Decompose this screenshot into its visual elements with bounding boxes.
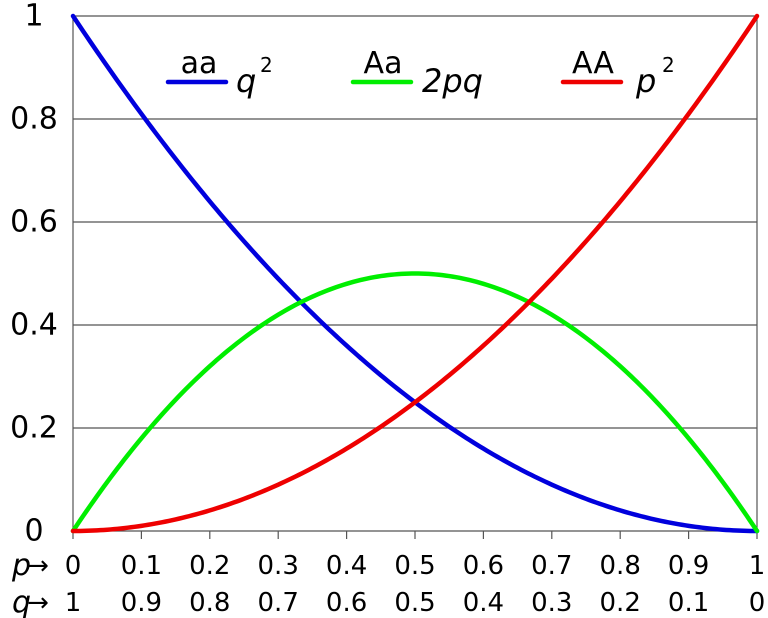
x-tick-label: 0 <box>749 588 766 618</box>
x-row-arrow: → <box>27 551 49 581</box>
legend-expression-Aa: 2pq <box>422 62 483 100</box>
x-tick-label: 0.8 <box>600 551 641 581</box>
y-tick-label: 0.4 <box>10 308 58 343</box>
series-lines <box>70 13 760 534</box>
x-tick-label: 0 <box>65 551 82 581</box>
x-row-label-q: q <box>12 586 31 618</box>
legend-genotype-Aa: Aa <box>364 46 403 81</box>
x-row-label-p: p <box>11 549 31 584</box>
grid-lines <box>73 15 757 532</box>
y-tick-labels: 0 0.2 0.4 0.6 0.8 1 <box>10 0 58 549</box>
x-tick-label: 0.4 <box>326 551 367 581</box>
x-row-arrow: → <box>27 588 49 618</box>
legend-expression-AA: p <box>635 62 656 100</box>
y-tick-label: 0.6 <box>10 205 58 240</box>
x-tick-label: 0.4 <box>463 588 504 618</box>
x-tick-label: 0.3 <box>531 588 572 618</box>
x-tick-label: 0.7 <box>258 588 299 618</box>
series-line-Aa <box>70 271 760 534</box>
y-tick-label: 0.2 <box>10 411 58 446</box>
legend-exponent-aa: 2 <box>260 53 273 77</box>
x-tick-labels: p→ 0 0.1 0.2 0.3 0.4 0.5 0.6 0.7 0.8 0.9 1q→ 1 0.9 0.8… <box>11 549 765 618</box>
y-tick-label: 1 <box>24 0 43 34</box>
x-tick-label: 0.9 <box>121 588 162 618</box>
x-tick-label: 0.6 <box>463 551 504 581</box>
x-tick-label: 0.6 <box>326 588 367 618</box>
x-tick-label: 0.7 <box>531 551 572 581</box>
legend: aa q 2 Aa 2pq AA p 2 <box>165 46 675 100</box>
x-tick-label: 1 <box>65 588 82 618</box>
x-tick-label: 0.5 <box>394 588 435 618</box>
x-tick-label: 0.3 <box>258 551 299 581</box>
x-tick-label: 0.1 <box>121 551 162 581</box>
y-tick-label: 0 <box>24 514 43 549</box>
y-tick-label: 0.8 <box>10 102 58 137</box>
x-tick-label: 0.9 <box>668 551 709 581</box>
series-line-AA <box>70 13 760 534</box>
legend-genotype-AA: AA <box>572 46 614 81</box>
x-tick-label: 0.1 <box>668 588 709 618</box>
x-tick-label: 0.2 <box>600 588 641 618</box>
x-tick-label: 0.2 <box>189 551 230 581</box>
axes <box>72 16 758 539</box>
x-tick-label: 0.8 <box>189 588 230 618</box>
legend-genotype-aa: aa <box>181 46 218 81</box>
x-tick-label: 1 <box>749 551 766 581</box>
legend-expression-aa: q <box>236 62 256 100</box>
x-tick-label: 0.5 <box>394 551 435 581</box>
legend-exponent-AA: 2 <box>662 53 675 77</box>
